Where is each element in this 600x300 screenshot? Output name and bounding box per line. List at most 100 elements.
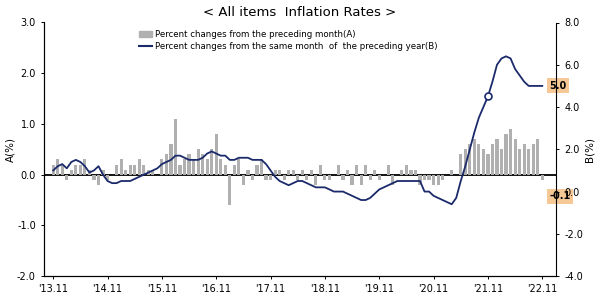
- Text: -0.1: -0.1: [549, 191, 571, 201]
- Bar: [409, 169, 413, 175]
- Bar: [70, 169, 73, 175]
- Bar: [491, 144, 494, 175]
- Bar: [278, 169, 281, 175]
- Bar: [260, 159, 263, 175]
- Bar: [228, 175, 232, 205]
- Bar: [92, 175, 95, 180]
- Bar: [160, 159, 163, 175]
- Bar: [355, 164, 358, 175]
- Bar: [106, 175, 109, 180]
- Bar: [79, 164, 82, 175]
- Bar: [137, 159, 141, 175]
- Bar: [233, 164, 236, 175]
- Bar: [364, 164, 367, 175]
- Bar: [359, 175, 363, 185]
- Bar: [215, 134, 218, 175]
- Text: 5.0: 5.0: [549, 81, 566, 91]
- Bar: [464, 149, 467, 175]
- Bar: [473, 139, 476, 175]
- Bar: [265, 175, 268, 180]
- Bar: [450, 169, 453, 175]
- Bar: [178, 164, 182, 175]
- Bar: [373, 169, 376, 175]
- Legend: Percent changes from the preceding month(A), Percent changes from the same month: Percent changes from the preceding month…: [136, 27, 441, 54]
- Bar: [400, 169, 403, 175]
- Bar: [423, 175, 426, 180]
- Bar: [527, 149, 530, 175]
- Bar: [328, 175, 331, 180]
- Bar: [459, 154, 463, 175]
- Bar: [350, 175, 353, 185]
- Bar: [323, 175, 326, 180]
- Bar: [151, 169, 154, 175]
- Bar: [97, 175, 100, 185]
- Bar: [187, 154, 191, 175]
- Bar: [115, 164, 118, 175]
- Bar: [61, 164, 64, 175]
- Bar: [192, 159, 195, 175]
- Bar: [165, 154, 168, 175]
- Y-axis label: A(%): A(%): [5, 137, 16, 162]
- Bar: [500, 149, 503, 175]
- Bar: [88, 169, 91, 175]
- Bar: [283, 175, 286, 180]
- Bar: [287, 169, 290, 175]
- Bar: [337, 164, 340, 175]
- Bar: [301, 169, 304, 175]
- Bar: [183, 159, 186, 175]
- Bar: [142, 164, 145, 175]
- Bar: [128, 164, 132, 175]
- Bar: [314, 175, 317, 185]
- Bar: [101, 169, 104, 175]
- Bar: [247, 169, 250, 175]
- Bar: [391, 175, 394, 185]
- Bar: [432, 175, 435, 185]
- Bar: [487, 154, 490, 175]
- Title: < All items  Inflation Rates >: < All items Inflation Rates >: [203, 6, 397, 19]
- Bar: [523, 144, 526, 175]
- Bar: [536, 139, 539, 175]
- Bar: [532, 144, 535, 175]
- Bar: [256, 164, 259, 175]
- Bar: [210, 149, 213, 175]
- Bar: [368, 175, 372, 180]
- Bar: [387, 164, 390, 175]
- Bar: [169, 144, 173, 175]
- Bar: [219, 159, 223, 175]
- Bar: [274, 169, 277, 175]
- Bar: [133, 164, 136, 175]
- Bar: [518, 149, 521, 175]
- Bar: [514, 139, 517, 175]
- Bar: [441, 175, 444, 180]
- Bar: [468, 144, 472, 175]
- Bar: [346, 169, 349, 175]
- Bar: [319, 164, 322, 175]
- Bar: [427, 175, 431, 180]
- Bar: [74, 164, 77, 175]
- Bar: [206, 159, 209, 175]
- Bar: [496, 139, 499, 175]
- Bar: [237, 159, 241, 175]
- Bar: [310, 169, 313, 175]
- Bar: [65, 175, 68, 180]
- Bar: [477, 144, 481, 175]
- Bar: [201, 154, 204, 175]
- Bar: [242, 175, 245, 185]
- Bar: [541, 175, 544, 180]
- Bar: [124, 169, 127, 175]
- Bar: [305, 175, 308, 180]
- Bar: [414, 169, 417, 175]
- Bar: [56, 159, 59, 175]
- Y-axis label: B(%): B(%): [584, 137, 595, 162]
- Bar: [292, 169, 295, 175]
- Bar: [418, 175, 422, 185]
- Bar: [482, 149, 485, 175]
- Bar: [197, 149, 200, 175]
- Bar: [405, 164, 408, 175]
- Bar: [224, 164, 227, 175]
- Bar: [174, 119, 177, 175]
- Bar: [147, 169, 150, 175]
- Bar: [509, 129, 512, 175]
- Bar: [83, 159, 86, 175]
- Bar: [377, 175, 381, 180]
